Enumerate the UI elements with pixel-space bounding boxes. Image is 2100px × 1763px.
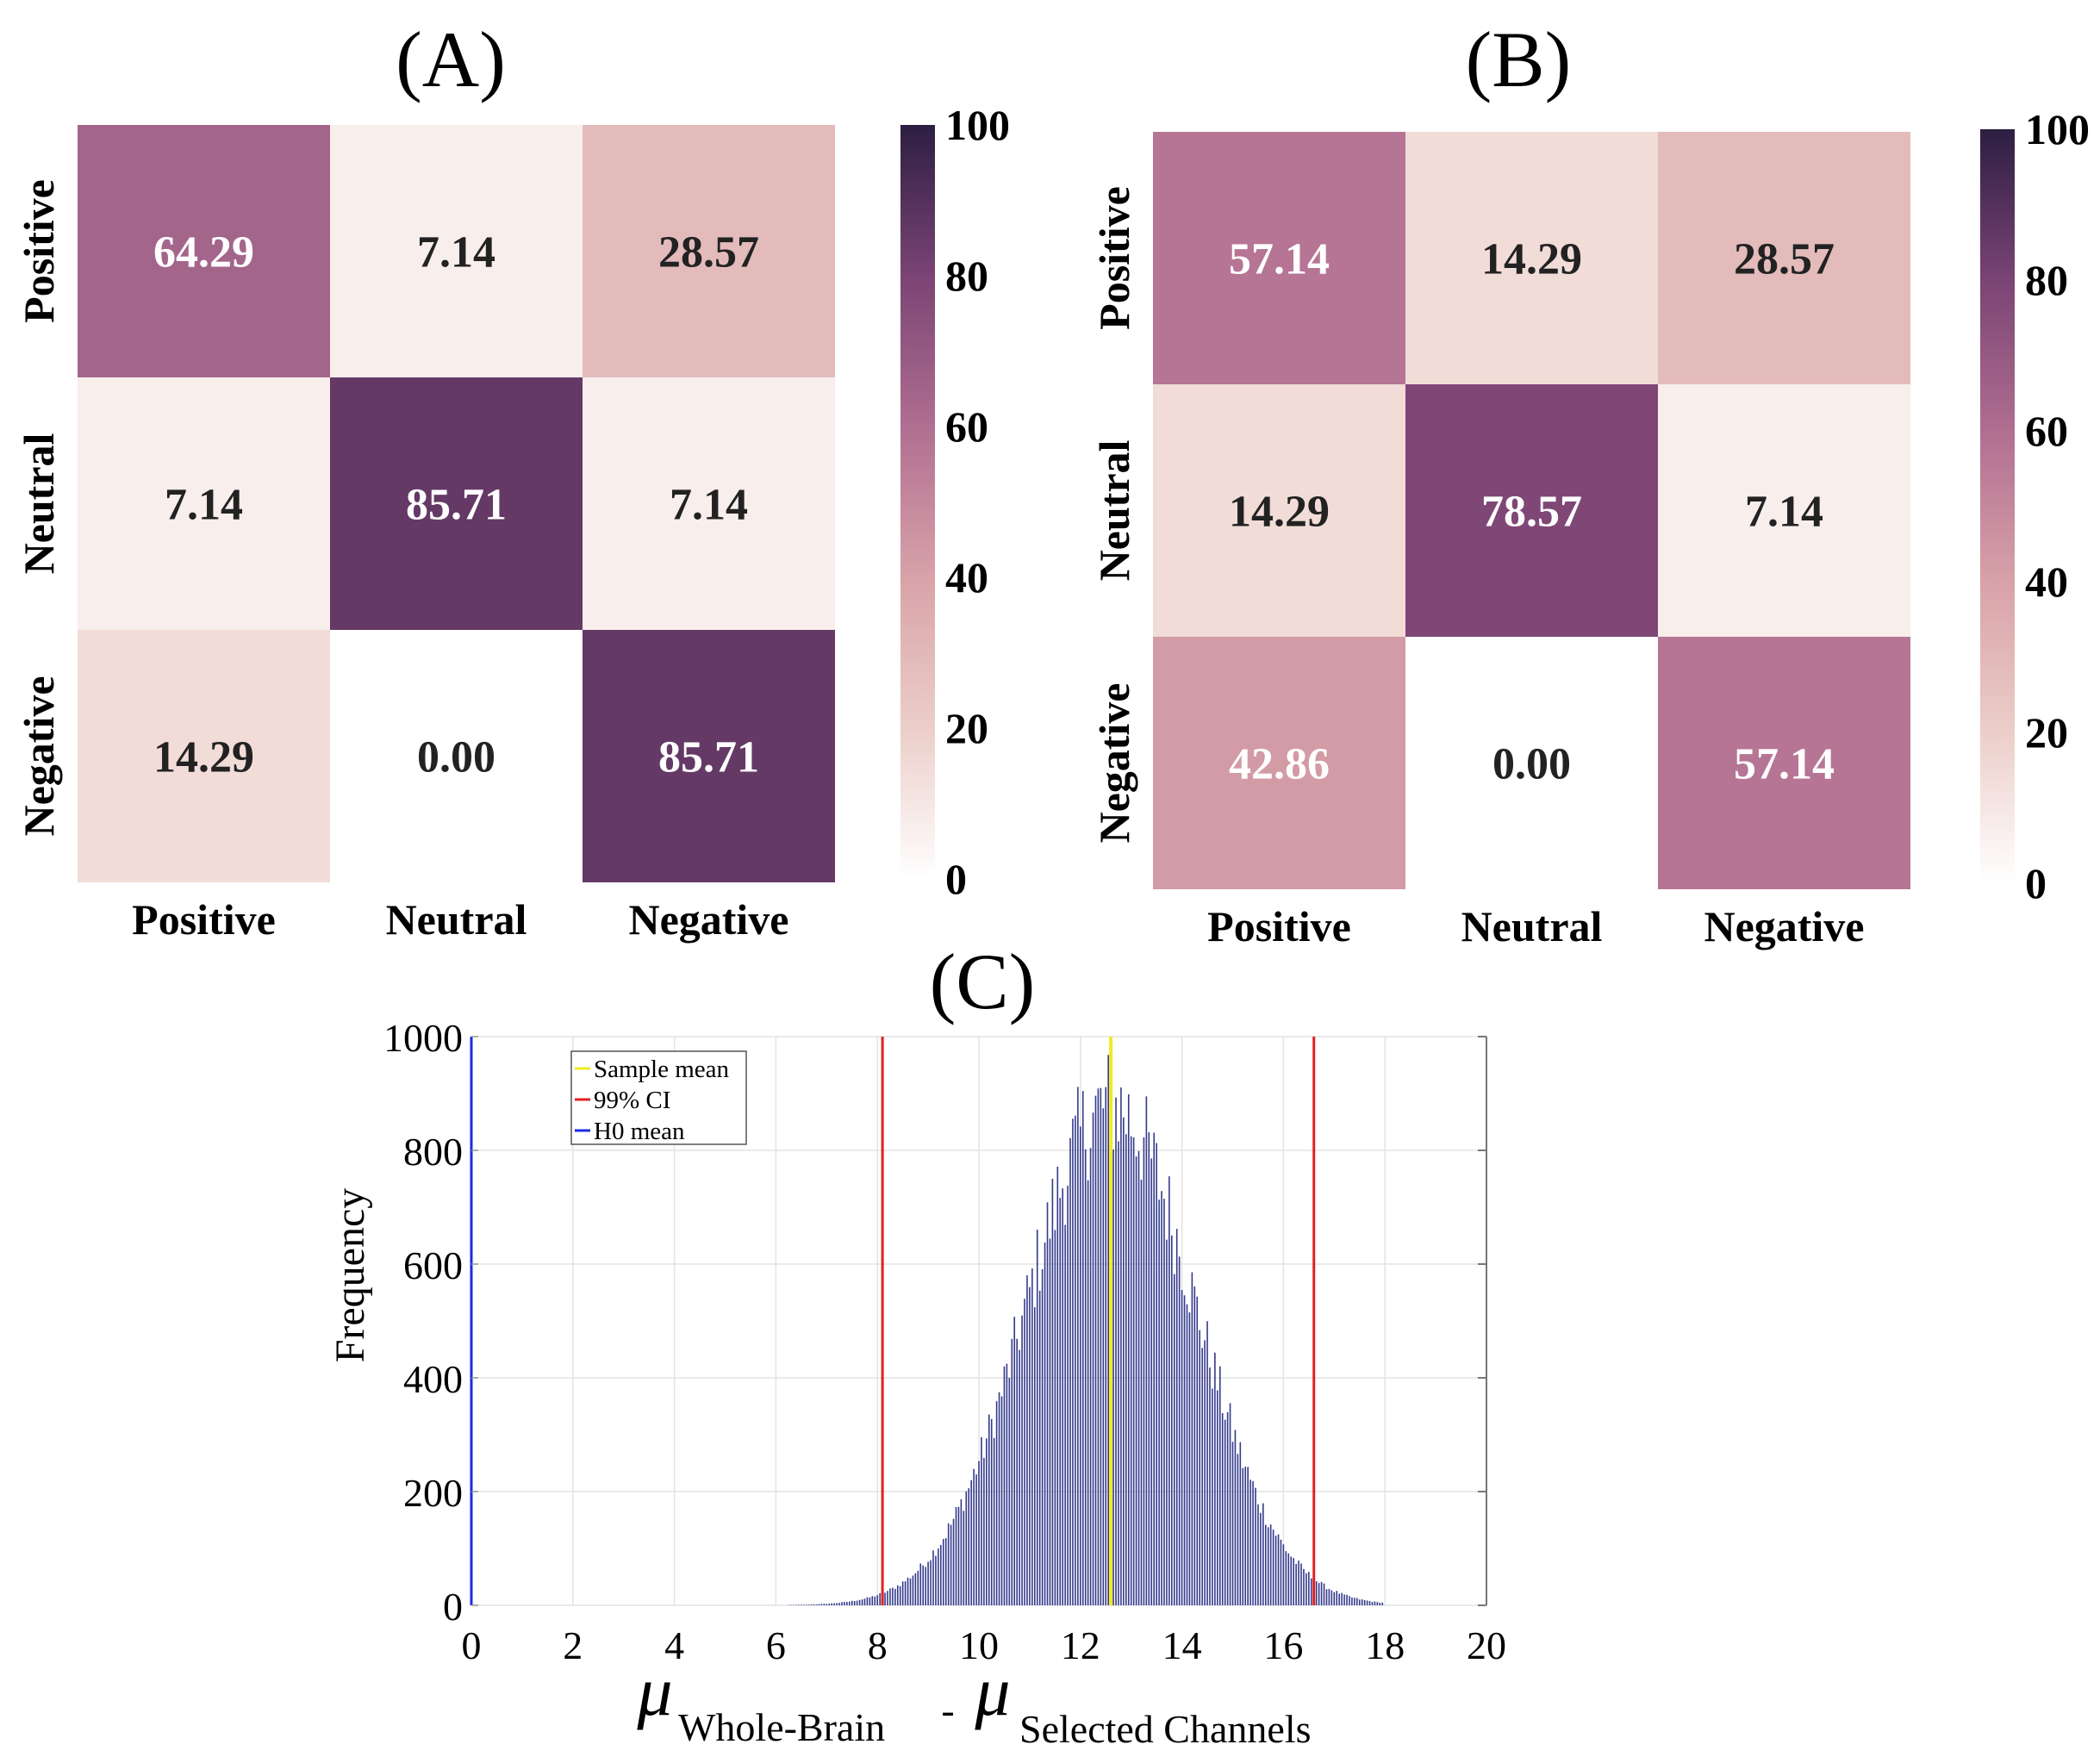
panel-label: (B) [1466, 16, 1572, 103]
legend-label: Sample mean [594, 1056, 730, 1083]
cell-value: 28.57 [658, 228, 759, 277]
x-tick-label: 2 [563, 1623, 583, 1667]
y-tick-label: 200 [403, 1471, 463, 1515]
colorbar-tick-label: 20 [2025, 708, 2068, 757]
heatmap-cell [330, 377, 583, 630]
cell-value: 0.00 [1492, 740, 1571, 789]
heatmap-cell [583, 377, 835, 630]
col-label: Positive [132, 895, 276, 944]
cell-value: 57.14 [1734, 740, 1835, 789]
x-axis-label-mu2: μ [974, 1652, 1010, 1730]
row-label: Positive [15, 179, 63, 323]
x-tick-label: 14 [1162, 1623, 1202, 1667]
heatmap-cell [330, 630, 583, 882]
cell-value: 64.29 [153, 228, 254, 277]
col-label: Neutral [1461, 902, 1603, 950]
heatmap-cell [1405, 384, 1658, 637]
col-label: Negative [628, 895, 788, 944]
cell-value: 14.29 [1481, 235, 1582, 284]
y-tick-label: 400 [403, 1357, 463, 1401]
x-tick-label: 0 [462, 1623, 482, 1667]
heatmap-a: (A) 64.29 7.14 28.57 7.14 85.71 7.14 14.29 0.00 8… [15, 16, 1010, 944]
colorbar-tick-label: 100 [2025, 105, 2090, 153]
legend-box [570, 1050, 747, 1145]
legend-label: H0 mean [594, 1118, 685, 1145]
heatmap-cell [583, 125, 835, 377]
heatmap-cell [78, 125, 330, 377]
cell-value: 78.57 [1481, 488, 1582, 537]
colorbar-tick-label: 40 [2025, 558, 2068, 606]
cell-value: 7.14 [417, 228, 495, 277]
colorbar-tick-label: 100 [945, 101, 1010, 149]
colorbar-tick-label: 60 [2025, 407, 2068, 455]
heatmap-cell [583, 630, 835, 882]
x-tick-label: 12 [1061, 1623, 1100, 1667]
heatmap-b: (B) 57.14 14.29 28.57 14.29 78.57 7.14 42.86 0.0… [1090, 16, 2090, 950]
row-label: Negative [15, 676, 63, 836]
y-tick-label: 0 [443, 1585, 463, 1629]
colorbar-tick-label: 80 [2025, 256, 2068, 304]
heatmap-cell [78, 630, 330, 882]
colorbar-tick-label: 0 [945, 855, 967, 903]
heatmap-cell [1658, 384, 1910, 637]
x-axis-label-dash: - [941, 1688, 954, 1732]
y-tick-label: 800 [403, 1130, 463, 1174]
heatmap-cell [1153, 637, 1405, 889]
x-tick-label: 8 [868, 1623, 888, 1667]
colorbar-tick-label: 20 [945, 704, 988, 752]
col-label: Negative [1704, 902, 1864, 950]
colorbar [1980, 129, 2015, 883]
cell-value: 7.14 [165, 481, 243, 530]
cell-value: 42.86 [1229, 740, 1330, 789]
colorbar-tick-label: 60 [945, 402, 988, 451]
col-label: Positive [1207, 902, 1351, 950]
x-axis-label-sub1: Whole-Brain [678, 1705, 885, 1749]
colorbar-tick-label: 0 [2025, 859, 2047, 907]
cell-value: 14.29 [153, 733, 254, 782]
heatmap-cell [1153, 132, 1405, 384]
panel-label: (A) [396, 16, 506, 103]
x-tick-label: 4 [664, 1623, 684, 1667]
heatmap-cell [1658, 637, 1910, 889]
heatmap-cell [1658, 132, 1910, 384]
cell-value: 85.71 [658, 733, 759, 782]
colorbar-tick-label: 80 [945, 252, 988, 300]
colorbar-tick-label: 40 [945, 553, 988, 601]
x-tick-label: 20 [1467, 1623, 1506, 1667]
legend-label: 99% CI [594, 1087, 670, 1114]
panel-label: (C) [930, 938, 1036, 1025]
y-tick-label: 1000 [383, 1016, 463, 1060]
colorbar [900, 125, 935, 879]
cell-value: 85.71 [406, 481, 507, 530]
row-label: Neutral [1090, 439, 1138, 581]
row-label: Positive [1090, 186, 1138, 330]
heatmap-cell [1405, 132, 1658, 384]
col-label: Neutral [386, 895, 527, 944]
cell-value: 28.57 [1734, 235, 1835, 284]
x-tick-label: 16 [1263, 1623, 1303, 1667]
histogram-c: (C) 0 200 400 600 800 1000 0 2 4 6 8 10 12 14 16 18 20 Fre… [327, 938, 1506, 1751]
row-label: Negative [1090, 682, 1138, 843]
heatmap-cell [78, 377, 330, 630]
y-axis-label: Frequency [327, 1188, 373, 1363]
cell-value: 7.14 [670, 481, 748, 530]
cell-value: 7.14 [1745, 488, 1823, 537]
y-tick-label: 600 [403, 1243, 463, 1287]
heatmap-cell [1405, 637, 1658, 889]
cell-value: 0.00 [417, 733, 495, 782]
x-tick-label: 10 [959, 1623, 999, 1667]
x-tick-label: 6 [766, 1623, 786, 1667]
heatmap-cell [1153, 384, 1405, 637]
cell-value: 14.29 [1229, 488, 1330, 537]
x-axis-label-sub2: Selected Channels [1019, 1707, 1312, 1751]
x-tick-label: 18 [1365, 1623, 1405, 1667]
row-label: Neutral [15, 433, 63, 574]
heatmap-cell [330, 125, 583, 377]
x-axis-label-mu1: μ [636, 1652, 672, 1730]
cell-value: 57.14 [1229, 235, 1330, 284]
